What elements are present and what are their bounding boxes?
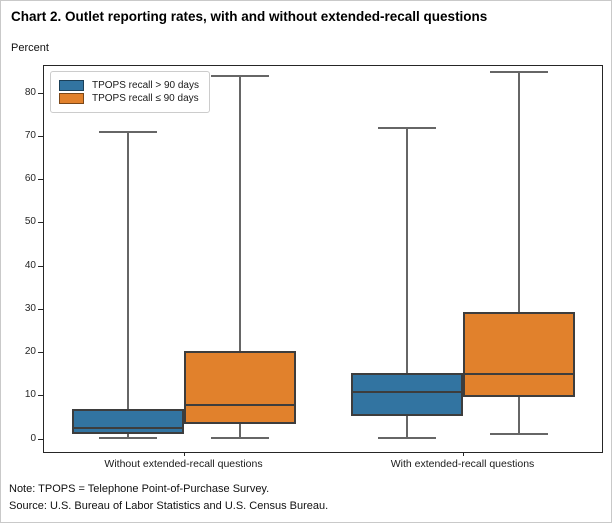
y-tick-label: 0 [30,432,36,444]
median-line [73,426,182,429]
box-recall-gt-90 [350,372,463,416]
upper-whisker [405,127,408,373]
legend-label: TPOPS recall > 90 days [92,80,199,91]
upper-whisker [517,71,520,312]
y-tick-mark [38,352,43,354]
y-tick-mark [38,92,43,94]
y-tick-label: 20 [24,346,36,358]
x-axis-label: Without extended-recall questions [104,458,263,470]
lower-whisker-cap [489,432,548,435]
lower-whisker-cap [98,437,157,440]
legend-swatch [59,93,84,104]
lower-whisker [517,397,520,434]
x-tick-mark [462,452,464,456]
chart-title: Chart 2. Outlet reporting rates, with an… [11,9,488,24]
box-recall-gt-90 [71,408,184,434]
upper-whisker [238,75,241,352]
upper-whisker-cap [98,131,157,134]
median-line [185,403,294,406]
upper-whisker-cap [377,126,436,129]
lower-whisker [126,433,129,439]
legend-label: TPOPS recall ≤ 90 days [92,93,199,104]
lower-whisker-cap [377,436,436,439]
lower-whisker [405,415,408,438]
x-axis-label: With extended-recall questions [390,458,535,470]
y-tick-mark [38,222,43,224]
y-tick-mark [38,265,43,267]
y-tick-mark [38,395,43,397]
y-tick-mark [38,308,43,310]
legend-swatch [59,80,84,91]
median-line [352,390,461,393]
median-line [464,373,573,376]
lower-whisker [238,423,241,439]
x-tick-mark [183,452,185,456]
lower-whisker-cap [210,437,269,440]
plot-area: TPOPS recall > 90 days TPOPS recall ≤ 90… [25,65,603,470]
upper-whisker-cap [489,70,548,73]
legend-item-recall-gt-90: TPOPS recall > 90 days [59,80,199,91]
box-recall-le-90 [462,311,575,398]
source-text: Source: U.S. Bureau of Labor Statistics … [9,500,329,512]
note-text: Note: TPOPS = Telephone Point-of-Purchas… [9,483,270,495]
y-tick-mark [38,438,43,440]
y-tick-label: 80 [24,86,36,98]
y-tick-label: 50 [24,216,36,228]
y-tick-mark [38,179,43,181]
y-tick-mark [38,135,43,137]
y-tick-label: 70 [24,129,36,141]
legend-item-recall-le-90: TPOPS recall ≤ 90 days [59,93,199,104]
y-tick-label: 10 [24,389,36,401]
legend: TPOPS recall > 90 days TPOPS recall ≤ 90… [50,71,210,113]
upper-whisker-cap [210,74,269,77]
upper-whisker [126,132,129,409]
y-axis-title: Percent [11,42,49,54]
y-tick-label: 30 [24,302,36,314]
y-tick-label: 60 [24,173,36,185]
y-tick-label: 40 [24,259,36,271]
box-recall-le-90 [183,351,296,424]
